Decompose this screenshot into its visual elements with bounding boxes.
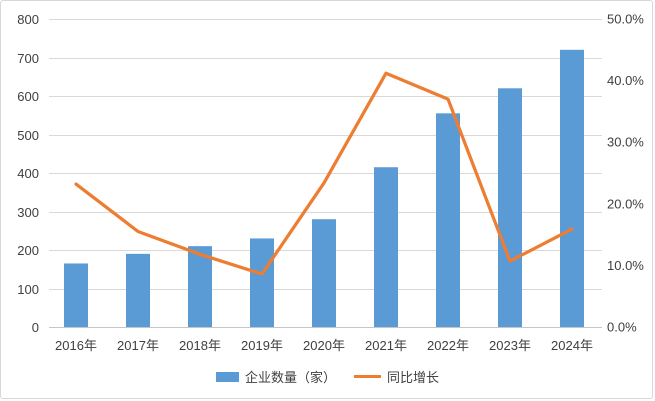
x-axis-tick-label: 2019年: [241, 338, 283, 353]
left-axis-tick-label: 800: [17, 12, 39, 27]
left-axis-tick-label: 700: [17, 51, 39, 66]
legend: 企业数量（家） 同比增长: [1, 367, 652, 386]
bar-2016年: [64, 263, 88, 327]
left-axis-tick-label: 100: [17, 282, 39, 297]
x-axis-tick-label: 2021年: [365, 338, 407, 353]
bar-series-swatch-icon: [215, 371, 239, 382]
bar-2020年: [312, 219, 336, 327]
left-axis-tick-label: 200: [17, 243, 39, 258]
x-axis-tick-label: 2022年: [427, 338, 469, 353]
bar-2021年: [374, 167, 398, 327]
x-axis-tick-label: 2024年: [551, 338, 593, 353]
right-axis-tick-label: 0.0%: [607, 320, 637, 335]
right-axis-tick-label: 30.0%: [607, 135, 644, 150]
x-axis-tick-label: 2017年: [117, 338, 159, 353]
line-series-swatch-icon: [354, 374, 381, 379]
bar-2024年: [560, 49, 584, 328]
bar-2022年: [436, 113, 460, 327]
left-axis-tick-label: 600: [17, 89, 39, 104]
x-axis-tick-label: 2020年: [303, 338, 345, 353]
right-axis-tick-label: 50.0%: [607, 12, 644, 27]
right-axis-tick-label: 40.0%: [607, 73, 644, 88]
left-axis-tick-label: 500: [17, 128, 39, 143]
legend-label-yoy-growth: 同比增长: [387, 370, 440, 385]
x-axis-tick-label: 2016年: [55, 338, 97, 353]
bar-2023年: [498, 88, 522, 327]
yoy-growth-line: [74, 71, 574, 276]
bar-2019年: [250, 238, 274, 327]
legend-item-yoy-growth: 同比增长: [354, 367, 439, 386]
x-axis-tick-label: 2023年: [489, 338, 531, 353]
legend-label-company-count: 企业数量（家）: [244, 370, 336, 385]
left-axis-tick-label: 300: [17, 205, 39, 220]
left-axis-tick-label: 400: [17, 166, 39, 181]
legend-item-company-count: 企业数量（家）: [215, 367, 336, 386]
left-axis-tick-label: 0: [32, 320, 39, 335]
bar-2017年: [126, 253, 150, 327]
bar-2018年: [188, 246, 212, 327]
right-axis-tick-label: 20.0%: [607, 196, 644, 211]
right-axis-tick-label: 10.0%: [607, 258, 644, 273]
x-axis-tick-label: 2018年: [179, 338, 221, 353]
